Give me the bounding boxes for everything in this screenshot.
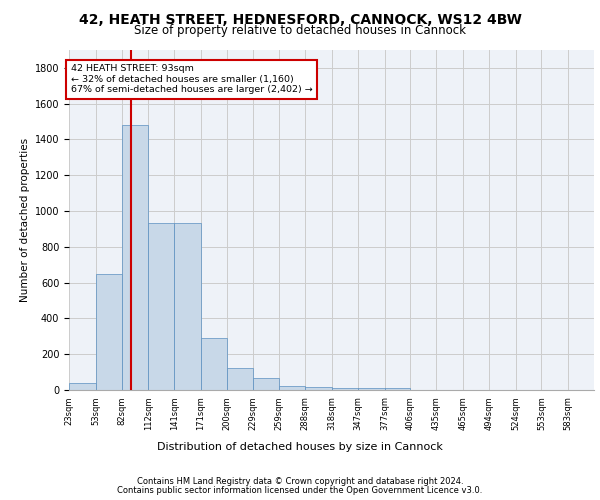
Bar — [148, 222, 174, 390]
Bar — [69, 383, 96, 390]
Bar — [122, 125, 148, 390]
Bar — [227, 368, 253, 390]
Bar — [253, 378, 280, 390]
Bar — [385, 388, 410, 390]
Text: Distribution of detached houses by size in Cannock: Distribution of detached houses by size … — [157, 442, 443, 452]
Bar — [201, 338, 227, 390]
Bar — [305, 388, 332, 390]
Bar — [96, 274, 122, 390]
Bar — [332, 388, 358, 390]
Bar — [280, 386, 305, 390]
Bar — [358, 388, 385, 390]
Text: Contains public sector information licensed under the Open Government Licence v3: Contains public sector information licen… — [118, 486, 482, 495]
Text: Size of property relative to detached houses in Cannock: Size of property relative to detached ho… — [134, 24, 466, 37]
Y-axis label: Number of detached properties: Number of detached properties — [20, 138, 31, 302]
Bar — [174, 222, 201, 390]
Text: Contains HM Land Registry data © Crown copyright and database right 2024.: Contains HM Land Registry data © Crown c… — [137, 478, 463, 486]
Text: 42 HEATH STREET: 93sqm
← 32% of detached houses are smaller (1,160)
67% of semi-: 42 HEATH STREET: 93sqm ← 32% of detached… — [71, 64, 313, 94]
Text: 42, HEATH STREET, HEDNESFORD, CANNOCK, WS12 4BW: 42, HEATH STREET, HEDNESFORD, CANNOCK, W… — [79, 12, 521, 26]
